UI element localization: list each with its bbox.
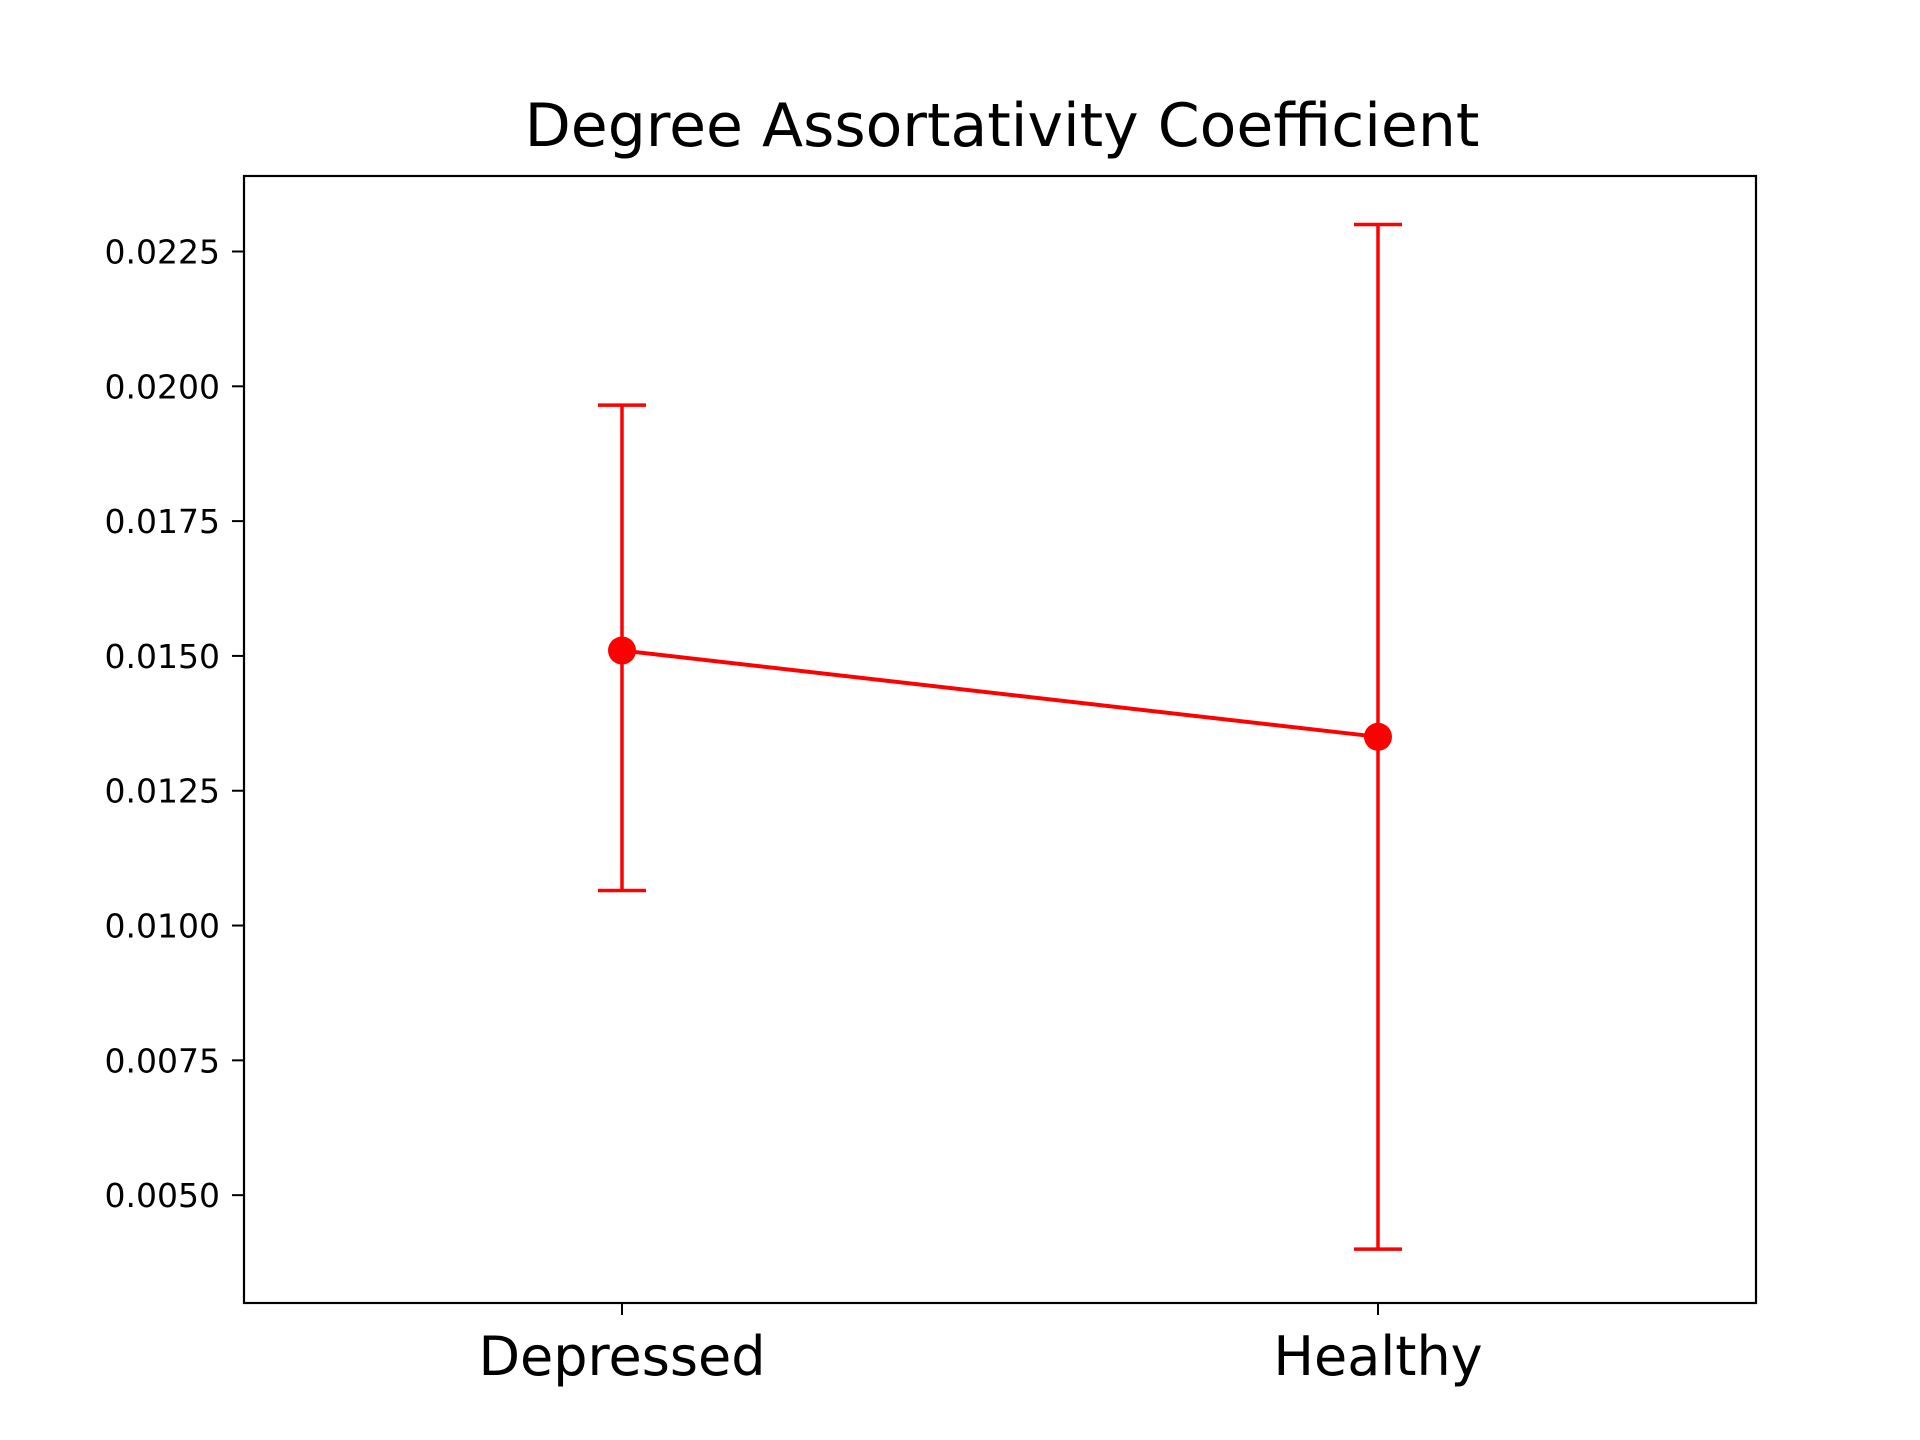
chart-title: Degree Assortativity Coefficient xyxy=(525,91,1480,161)
y-tick-label: 0.0200 xyxy=(105,367,220,406)
plot-area: 0.0050 0.0075 0.0100 0.0125 0.0150 0.0175 0.02… xyxy=(105,174,1758,1388)
data-point xyxy=(608,636,636,665)
y-tick-label: 0.0125 xyxy=(105,772,220,811)
y-tick-label: 0.0175 xyxy=(105,502,220,541)
y-tick-label: 0.0150 xyxy=(105,637,220,676)
x-tick-label: Depressed xyxy=(478,1325,765,1388)
y-tick-label: 0.0075 xyxy=(105,1041,220,1080)
series-line xyxy=(621,648,1379,739)
y-tick-label: 0.0050 xyxy=(105,1176,220,1215)
axes-frame xyxy=(242,174,1758,1305)
x-tick-label: Healthy xyxy=(1273,1325,1482,1388)
data-point xyxy=(1364,722,1392,751)
y-tick-label: 0.0225 xyxy=(105,232,220,271)
y-tick-label: 0.0100 xyxy=(105,907,220,946)
